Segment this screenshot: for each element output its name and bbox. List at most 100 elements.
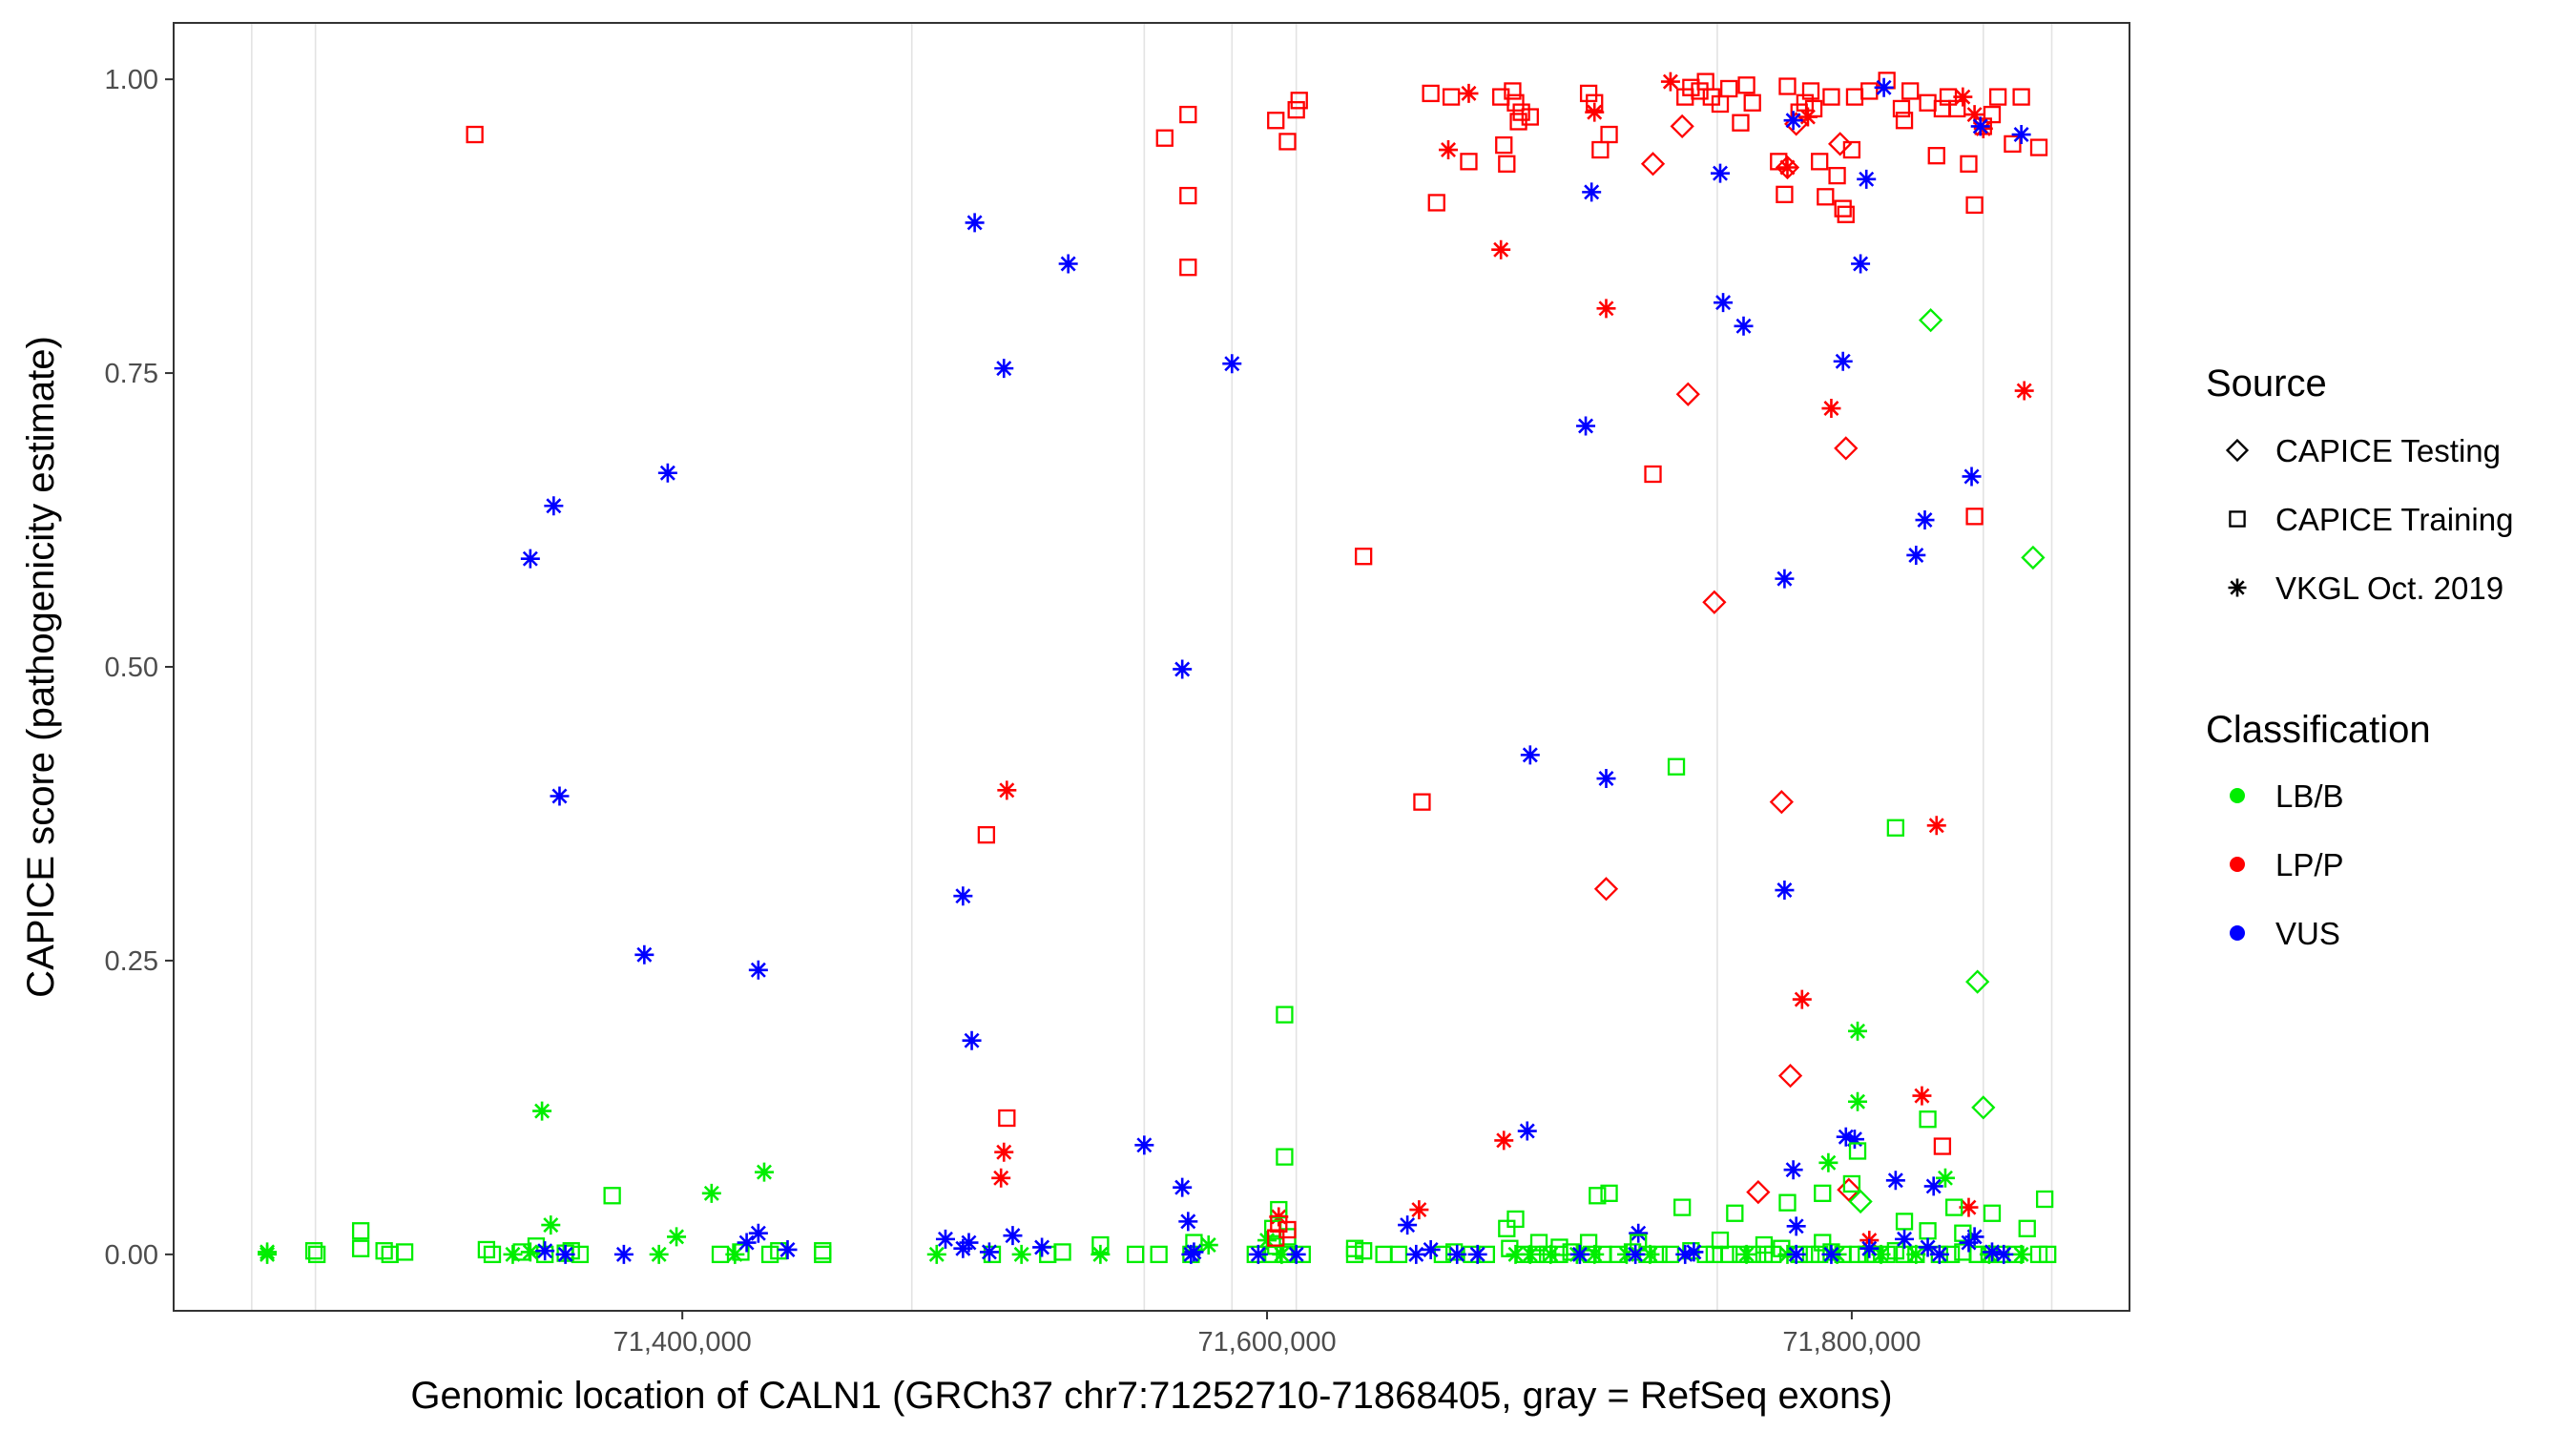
data-point-asterisk xyxy=(1439,140,1459,160)
data-point-asterisk xyxy=(1257,1231,1278,1251)
data-point-square xyxy=(1589,1187,1607,1205)
data-point-diamond xyxy=(1777,1064,1803,1089)
data-point-asterisk xyxy=(1222,354,1242,374)
data-point-square xyxy=(1150,1245,1168,1264)
data-point-asterisk xyxy=(1506,1244,1526,1264)
data-point-square xyxy=(1711,1231,1730,1250)
data-point-asterisk xyxy=(1569,1244,1589,1264)
data-point-square xyxy=(351,1222,370,1240)
data-point-diamond xyxy=(1769,790,1794,815)
data-points xyxy=(258,72,2057,1264)
data-point-square xyxy=(477,1240,496,1259)
data-point-asterisk xyxy=(1576,416,1596,436)
data-point-diamond xyxy=(1971,1095,1996,1120)
data-point-asterisk xyxy=(1091,1244,1111,1264)
data-point-square xyxy=(1726,1204,1744,1222)
data-point-asterisk xyxy=(1734,316,1754,336)
data-point-asterisk xyxy=(778,1239,798,1259)
y-tick-label: 0.50 xyxy=(105,653,158,683)
data-point-asterisk xyxy=(1640,1244,1660,1264)
data-point-square xyxy=(1053,1243,1071,1261)
data-point-square xyxy=(1506,1210,1525,1229)
series-group xyxy=(991,72,2034,1251)
data-point-diamond xyxy=(2021,545,2046,570)
data-point-square xyxy=(1796,93,1815,112)
series-group xyxy=(1593,112,1861,1205)
data-point-asterisk xyxy=(1929,1244,1949,1264)
data-point-asterisk xyxy=(1585,102,1605,122)
data-point-diamond xyxy=(1834,436,1859,461)
data-point-square xyxy=(1521,108,1539,126)
data-point-asterisk xyxy=(1786,1216,1806,1236)
data-point-diamond xyxy=(1828,132,1853,156)
data-point-asterisk xyxy=(1844,1130,1864,1150)
data-point-square xyxy=(1901,82,1920,100)
data-point-asterisk xyxy=(1421,1239,1441,1259)
data-point-asterisk xyxy=(1833,351,1853,371)
legend-source-items: CAPICE Testing CAPICE Training VKGL Oct. 2… xyxy=(2225,433,2513,606)
y-tick-label: 0.00 xyxy=(105,1240,158,1271)
data-point-asterisk xyxy=(935,1229,955,1249)
data-point-asterisk xyxy=(1962,467,1982,487)
data-point-square xyxy=(1860,82,1879,100)
data-point-asterisk xyxy=(1596,769,1616,789)
data-point-square xyxy=(307,1245,326,1264)
data-point-asterisk xyxy=(994,359,1014,379)
data-point-asterisk xyxy=(1912,1086,1932,1106)
data-point-asterisk xyxy=(1491,239,1511,259)
data-point-square xyxy=(2029,1245,2048,1264)
data-point-diamond xyxy=(1746,1179,1771,1205)
data-point-square xyxy=(1737,76,1755,94)
data-point-asterisk xyxy=(1797,107,1818,127)
data-point-square xyxy=(351,1239,370,1257)
data-point-diamond xyxy=(1919,308,1943,333)
data-point-diamond xyxy=(1837,1177,1861,1202)
data-point-square xyxy=(814,1242,832,1260)
legend-asterisk-icon xyxy=(2228,578,2247,597)
y-tick-label: 1.00 xyxy=(105,65,158,95)
data-point-asterisk xyxy=(754,1162,774,1182)
data-point-asterisk xyxy=(1520,1244,1540,1264)
data-point-asterisk xyxy=(1447,1244,1467,1264)
data-point-asterisk xyxy=(1517,1121,1537,1141)
data-point-asterisk xyxy=(1520,745,1540,765)
data-point-asterisk xyxy=(725,1244,745,1264)
data-point-square xyxy=(1848,1142,1867,1160)
data-point-asterisk xyxy=(535,1241,555,1261)
legend-dot-icon xyxy=(2230,788,2245,803)
legend-classification-label: VUS xyxy=(2275,916,2340,951)
data-point-square xyxy=(1355,548,1373,566)
series-group xyxy=(351,757,2054,1257)
data-point-asterisk xyxy=(1660,72,1680,92)
data-point-square xyxy=(2012,88,2030,106)
data-point-asterisk xyxy=(1684,1242,1704,1262)
legend-source-label: CAPICE Testing xyxy=(2275,433,2501,468)
data-point-square xyxy=(1778,1193,1797,1212)
data-point-square xyxy=(2018,1219,2036,1237)
data-point-asterisk xyxy=(1178,1212,1198,1232)
data-point-square xyxy=(1495,135,1513,155)
data-point-square xyxy=(1155,129,1174,147)
data-point-diamond xyxy=(1848,1189,1873,1214)
data-point-square xyxy=(1529,1234,1548,1252)
data-point-square xyxy=(1591,140,1610,159)
data-point-square xyxy=(1711,94,1730,114)
data-point-asterisk xyxy=(1906,1244,1926,1264)
data-point-asterisk xyxy=(979,1242,999,1262)
data-point-square xyxy=(1892,99,1911,118)
data-point-asterisk xyxy=(1918,1237,1938,1257)
y-axis-title: CAPICE score (pathogenicity estimate) xyxy=(20,336,62,998)
legend-classification-label: LP/P xyxy=(2275,847,2344,882)
data-point-asterisk xyxy=(1003,1226,1023,1246)
data-point-square xyxy=(1600,1184,1618,1202)
data-point-asterisk xyxy=(1964,105,1984,125)
data-point-asterisk xyxy=(1777,157,1797,177)
data-point-asterisk xyxy=(1859,1238,1880,1258)
data-point-asterisk xyxy=(1821,1244,1841,1264)
data-point-square xyxy=(1460,153,1478,171)
data-point-diamond xyxy=(1670,114,1694,139)
data-point-square xyxy=(1817,188,1835,206)
data-point-asterisk xyxy=(1409,1200,1429,1220)
data-point-asterisk xyxy=(1871,1244,1891,1264)
